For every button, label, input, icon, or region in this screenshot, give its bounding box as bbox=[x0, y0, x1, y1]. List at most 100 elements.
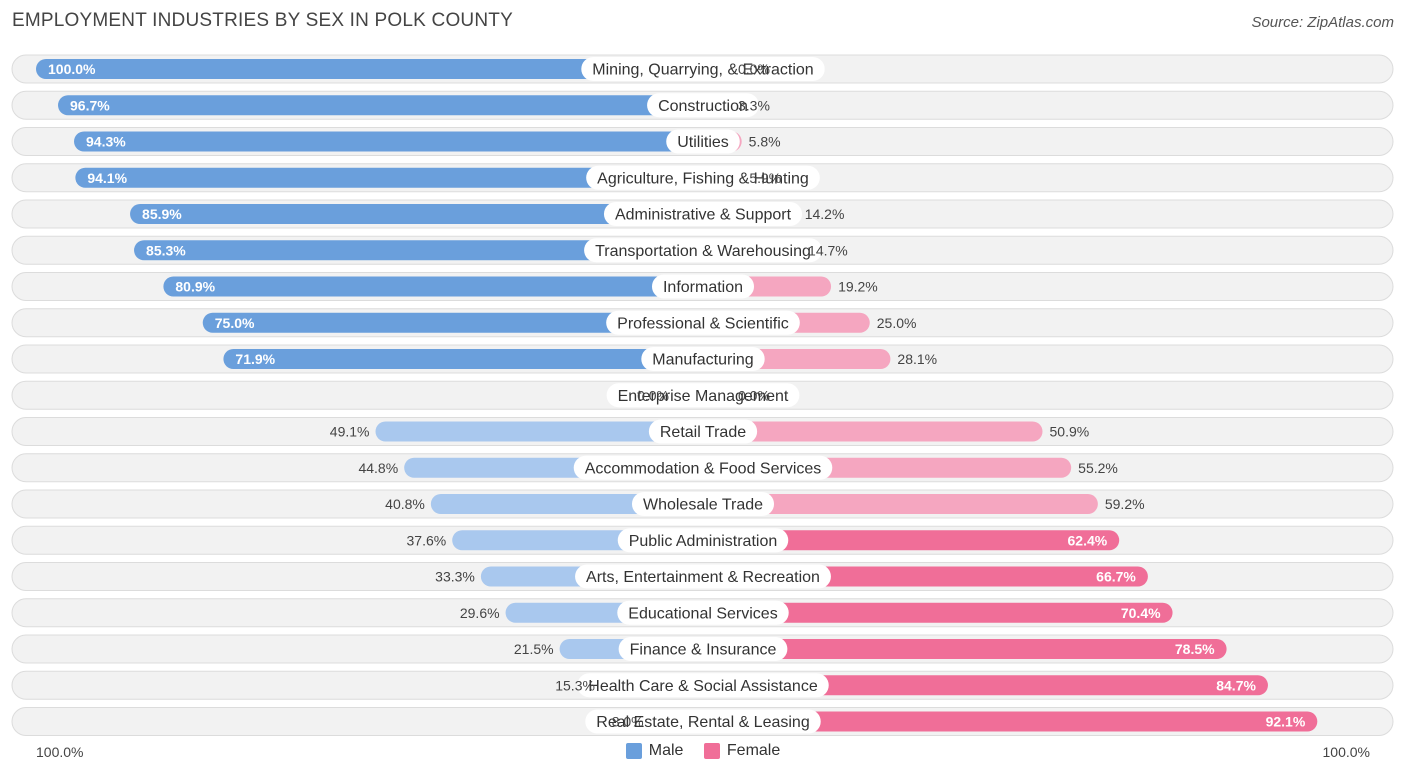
legend-label-female: Female bbox=[726, 742, 781, 759]
value-label-female: 0.0% bbox=[738, 61, 770, 77]
category-label-pill bbox=[606, 383, 800, 408]
bar-male bbox=[134, 240, 703, 261]
value-label-female: 92.1% bbox=[1266, 714, 1306, 730]
category-label: Construction bbox=[658, 98, 748, 115]
category-label: Arts, Entertainment & Recreation bbox=[586, 569, 820, 586]
legend-swatch-male bbox=[625, 743, 642, 759]
category-label-pill bbox=[586, 165, 820, 190]
value-label-male: 8.0% bbox=[612, 714, 644, 730]
bar-chart: Mining, Quarrying, & Extraction 100.0% 0.0… bbox=[11, 54, 1394, 736]
value-label-male: 21.5% bbox=[514, 641, 554, 657]
chart-title: EMPLOYMENT INDUSTRIES BY SEX IN POLK COU… bbox=[12, 10, 513, 31]
bar-male bbox=[163, 276, 704, 297]
category-label-pill bbox=[606, 310, 800, 335]
category-label: Professional & Scientific bbox=[617, 315, 789, 332]
value-label-female: 25.0% bbox=[877, 315, 917, 331]
bar-female bbox=[703, 675, 1268, 696]
category-label: Enterprise Management bbox=[618, 388, 789, 405]
value-label-male: 75.0% bbox=[215, 315, 255, 331]
bar-male bbox=[202, 312, 703, 333]
legend-item-female: Female bbox=[703, 742, 781, 760]
category-label: Finance & Insurance bbox=[630, 642, 777, 659]
bar-female bbox=[703, 639, 1227, 659]
value-label-female: 14.2% bbox=[805, 206, 845, 222]
category-label-pill bbox=[631, 492, 775, 516]
value-label-female: 70.4% bbox=[1121, 605, 1161, 621]
value-label-male: 94.3% bbox=[86, 134, 126, 150]
category-label: Utilities bbox=[677, 134, 729, 151]
category-label: Educational Services bbox=[628, 605, 777, 622]
value-label-female: 66.7% bbox=[1096, 569, 1136, 585]
category-label: Information bbox=[663, 279, 743, 296]
category-label-pill bbox=[651, 274, 755, 299]
category-label-pill bbox=[618, 637, 788, 661]
category-label-pill bbox=[666, 129, 740, 154]
category-label-pill bbox=[581, 57, 825, 81]
value-label-female: 28.1% bbox=[897, 351, 937, 367]
chart-source: Source: ZipAtlas.com bbox=[1251, 14, 1394, 31]
bar-female bbox=[703, 602, 1173, 623]
value-label-female: 14.7% bbox=[808, 242, 848, 258]
value-label-male: 71.9% bbox=[235, 351, 275, 367]
bar-male bbox=[58, 95, 704, 116]
value-label-male: 100.0% bbox=[48, 61, 96, 77]
bar-female bbox=[703, 711, 1318, 732]
bar-female bbox=[703, 530, 1120, 551]
category-label: Administrative & Support bbox=[615, 207, 792, 224]
category-label-pill bbox=[647, 93, 759, 118]
category-label: Health Care & Social Assistance bbox=[588, 678, 818, 695]
value-label-male: 94.1% bbox=[87, 170, 127, 186]
value-label-female: 0.0% bbox=[738, 387, 770, 403]
category-label: Accommodation & Food Services bbox=[585, 460, 822, 477]
bar-male bbox=[130, 204, 703, 224]
legend: Male Female bbox=[0, 742, 1406, 764]
value-label-male: 49.1% bbox=[330, 424, 370, 440]
value-label-male: 80.9% bbox=[175, 279, 215, 295]
value-label-male: 44.8% bbox=[358, 460, 398, 476]
category-label-pill bbox=[573, 455, 833, 480]
value-label-male: 29.6% bbox=[460, 605, 500, 621]
value-label-male: 40.8% bbox=[385, 496, 425, 512]
category-label-pill bbox=[617, 528, 789, 553]
bar-male bbox=[223, 349, 703, 369]
category-label: Agriculture, Fishing & Hunting bbox=[597, 170, 809, 187]
value-label-female: 3.3% bbox=[738, 97, 770, 113]
category-label: Manufacturing bbox=[652, 352, 753, 369]
bar-male bbox=[36, 59, 703, 79]
category-label: Public Administration bbox=[629, 533, 778, 550]
value-label-male: 15.3% bbox=[555, 677, 595, 693]
bar-female bbox=[703, 421, 1043, 442]
category-label-pill bbox=[603, 202, 803, 226]
bar-male bbox=[75, 167, 703, 188]
value-label-male: 85.9% bbox=[142, 206, 182, 222]
value-label-female: 78.5% bbox=[1175, 641, 1215, 657]
value-label-female: 5.8% bbox=[749, 134, 781, 150]
category-label-pill bbox=[584, 238, 822, 263]
axis-left-label: 100.0% bbox=[36, 744, 84, 760]
category-label-pill bbox=[648, 419, 758, 444]
category-label: Wholesale Trade bbox=[643, 497, 763, 514]
value-label-male: 96.7% bbox=[70, 97, 110, 113]
category-label-pill bbox=[577, 673, 829, 698]
category-label-pill bbox=[575, 564, 831, 589]
bar-female bbox=[703, 494, 1098, 514]
bar-male bbox=[74, 131, 704, 152]
value-label-male: 0.0% bbox=[637, 387, 669, 403]
category-label-pill bbox=[641, 347, 765, 371]
bar-male bbox=[375, 421, 703, 442]
legend-label-male: Male bbox=[648, 742, 684, 759]
value-label-female: 62.4% bbox=[1068, 532, 1108, 548]
value-label-female: 59.2% bbox=[1105, 496, 1145, 512]
value-label-female: 55.2% bbox=[1078, 460, 1118, 476]
value-label-female: 84.7% bbox=[1216, 677, 1256, 693]
category-label: Real Estate, Rental & Leasing bbox=[596, 714, 809, 731]
value-label-male: 33.3% bbox=[435, 569, 475, 585]
value-label-female: 50.9% bbox=[1050, 424, 1090, 440]
value-label-female: 5.9% bbox=[749, 170, 781, 186]
value-label-female: 19.2% bbox=[838, 279, 878, 295]
category-label: Transportation & Warehousing bbox=[595, 243, 811, 260]
value-label-male: 85.3% bbox=[146, 242, 186, 258]
legend-swatch-female bbox=[703, 743, 720, 759]
category-label: Mining, Quarrying, & Extraction bbox=[592, 62, 813, 79]
legend-item-male: Male bbox=[625, 742, 684, 760]
